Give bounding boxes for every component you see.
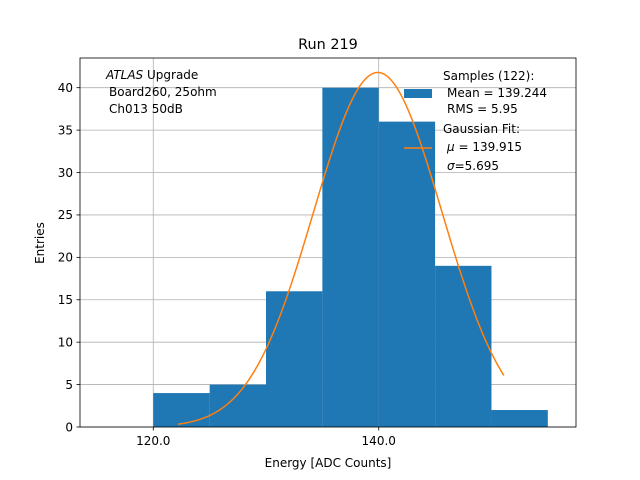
svg-text:σ=5.695: σ=5.695 (447, 159, 499, 173)
y-tick-label-0: 0 (65, 420, 73, 434)
y-tick-label-8: 40 (58, 81, 73, 95)
atlas-annotation: ATLAS Upgrade Board260, 25ohm Ch013 50dB (105, 68, 217, 116)
annotation-channel: Ch013 50dB (109, 102, 183, 116)
annotation-board: Board260, 25ohm (109, 85, 217, 99)
legend-samples-mean: Mean = 139.244 (447, 86, 547, 100)
y-tick-label-5: 25 (58, 208, 73, 222)
histogram-bar-2 (266, 291, 323, 427)
svg-text:ATLAS Upgrade: ATLAS Upgrade (105, 68, 198, 82)
y-tick-label-4: 20 (58, 251, 73, 265)
legend-samples-swatch (404, 89, 432, 98)
histogram-bar-4 (378, 121, 436, 427)
annotation-atlas: ATLAS (105, 68, 144, 82)
legend-fit-sigma-symbol: σ (447, 159, 455, 173)
x-axis-label: Energy [ADC Counts] (265, 456, 392, 470)
histogram-bar-3 (322, 87, 379, 428)
legend-fit-sigma-value: =5.695 (455, 159, 499, 173)
x-tick-label-1: 140.0 (362, 434, 396, 448)
y-tick-label-6: 30 (58, 166, 73, 180)
histogram-bar-5 (435, 265, 492, 427)
histogram-bar-1 (209, 384, 266, 427)
gaussian-fit-curve (177, 71, 505, 425)
chart-title: Run 219 (298, 37, 358, 53)
axes-frame (79, 57, 577, 428)
histogram-bars (153, 87, 548, 428)
legend-fit-mu-value: = 139.915 (455, 140, 522, 154)
legend-samples-rms: RMS = 5.95 (447, 102, 518, 116)
y-tick-label-7: 35 (58, 123, 73, 137)
legend-fit-title: Gaussian Fit: (443, 122, 520, 136)
histogram-bar-6 (491, 410, 548, 427)
annotation-upgrade: Upgrade (143, 68, 198, 82)
y-axis-label: Entries (33, 222, 47, 264)
legend-samples-title: Samples (122): (443, 69, 534, 83)
x-axis-ticks: 120.0 140.0 (136, 427, 396, 448)
legend-fit-mu-symbol: μ (446, 140, 455, 154)
x-tick-label-0: 120.0 (136, 434, 170, 448)
y-tick-label-3: 15 (58, 293, 73, 307)
legend: Samples (122): Mean = 139.244 RMS = 5.95… (404, 69, 547, 173)
y-tick-label-2: 10 (58, 335, 73, 349)
y-tick-label-1: 5 (65, 378, 73, 392)
svg-text:μ = 139.915: μ = 139.915 (446, 140, 522, 154)
y-axis-ticks: 0 5 10 15 20 25 30 35 40 (58, 81, 80, 434)
histogram-bar-0 (153, 393, 210, 427)
